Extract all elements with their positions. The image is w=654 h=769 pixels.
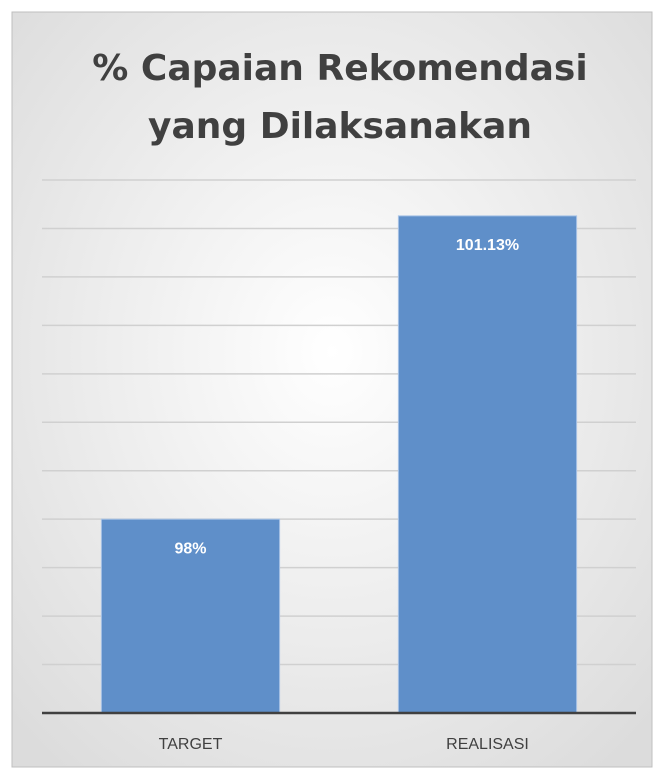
x-tick-label: REALISASI	[446, 736, 529, 753]
chart-title: % Capaian Rekomendasi	[92, 48, 587, 89]
bar	[397, 215, 578, 714]
x-tick-label: TARGET	[159, 736, 223, 753]
data-label: 101.13%	[456, 237, 519, 254]
bar	[100, 518, 281, 714]
chart-title: yang Dilaksanakan	[148, 106, 532, 147]
data-label: 98%	[174, 540, 206, 557]
